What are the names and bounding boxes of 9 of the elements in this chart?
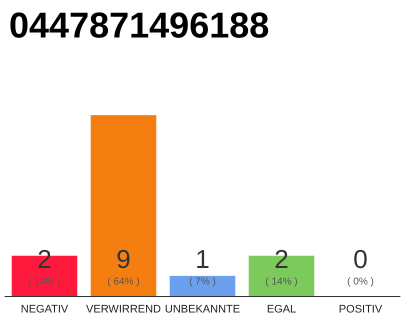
x-tick-label: POSITIV: [338, 304, 383, 316]
x-tick-label: NEGATIV: [20, 304, 69, 316]
x-tick-label: VERWIRREND: [86, 304, 162, 316]
data-label: 1 ( 7% ): [189, 244, 216, 288]
x-tick-label: UNBEKANNTE: [164, 304, 240, 316]
chart-title: 0447871496188: [9, 4, 270, 46]
data-label: 0 ( 0% ): [347, 244, 374, 288]
data-label: 9 ( 64% ): [107, 244, 140, 288]
x-tick-label: EGAL: [266, 304, 296, 316]
